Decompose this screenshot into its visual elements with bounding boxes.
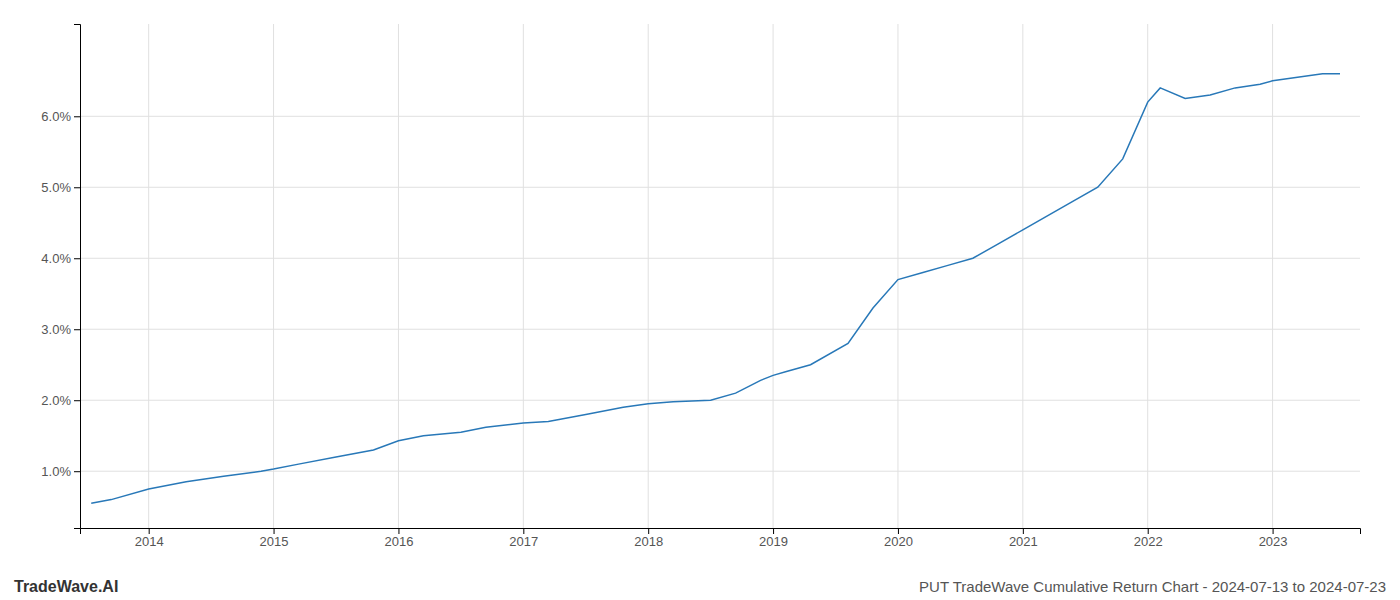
tick: 5.0% [41,180,80,195]
tick: 6.0% [41,109,80,124]
grid-line [80,471,1360,472]
y-axis: 1.0% 2.0% 3.0% 4.0% 5.0% 6.0% [41,25,80,529]
grid-line [80,116,1360,117]
tick-mark [149,528,150,534]
grid-line [1022,24,1023,528]
tick: 2016 [384,528,413,549]
tick: 2022 [1134,528,1163,549]
watermark: TradeWave.AI [14,578,118,595]
tick-label: 5.0% [41,180,71,195]
series-group [91,74,1340,503]
grid-line [80,187,1360,188]
tick: 2021 [1009,528,1038,549]
tick-label: 1.0% [41,464,71,479]
grid-line [523,24,524,528]
tick-mark [74,329,80,330]
tick-mark [1023,528,1024,534]
tick-mark [398,528,399,534]
tick: 2018 [634,528,663,549]
grid-line [80,329,1360,330]
tick-label: 2018 [634,534,663,549]
x-axis: 2014 2015 2016 2017 2018 2019 2020 2021 2022 2023 [81,528,1361,549]
tick-mark [74,258,80,259]
tick-label: 2020 [884,534,913,549]
tick-label: 2016 [384,534,413,549]
tick: 1.0% [41,464,80,479]
tick: 2015 [260,528,289,549]
tick-mark [74,400,80,401]
tick-label: 4.0% [41,251,71,266]
tick-mark [74,471,80,472]
grid-line [897,24,898,528]
tick: 2014 [135,528,164,549]
tick-mark [773,528,774,534]
grid-line [398,24,399,528]
tick-label: 6.0% [41,109,71,124]
tick: 2020 [884,528,913,549]
tick-mark [274,528,275,534]
tick: 2019 [759,528,788,549]
tick-label: 2022 [1134,534,1163,549]
tick-label: 2.0% [41,393,71,408]
tick-label: 2021 [1009,534,1038,549]
tick-label: 2014 [135,534,164,549]
tick-label: 2017 [509,534,538,549]
grid [80,24,1360,528]
tick: 2017 [509,528,538,549]
tick-mark [1148,528,1149,534]
grid-line [80,258,1360,259]
plot-area: 2014 2015 2016 2017 2018 2019 2020 2021 2022 2023… [41,24,1360,549]
grid-line [1272,24,1273,528]
grid-line [273,24,274,528]
tick-label: 2019 [759,534,788,549]
tick-label: 2015 [260,534,289,549]
tick-label: 2023 [1259,534,1288,549]
y-axis-line [74,25,81,529]
chart: 2014 2015 2016 2017 2018 2019 2020 2021 2022 2023… [0,0,1400,600]
tick: 2.0% [41,393,80,408]
title: PUT TradeWave Cumulative Return Chart - … [919,578,1386,595]
line [91,74,1340,503]
tick: 4.0% [41,251,80,266]
tick-mark [648,528,649,534]
tick-mark [74,187,80,188]
grid-line [1147,24,1148,528]
tick-mark [74,116,80,117]
grid-line [80,400,1360,401]
tick-mark [898,528,899,534]
grid-line [148,24,149,528]
tick-mark [1273,528,1274,534]
tick-label: 3.0% [41,322,71,337]
tick: 3.0% [41,322,80,337]
x-axis-line [81,529,1361,535]
grid-line [648,24,649,528]
tick: 2023 [1259,528,1288,549]
grid-line [773,24,774,528]
tick-mark [523,528,524,534]
